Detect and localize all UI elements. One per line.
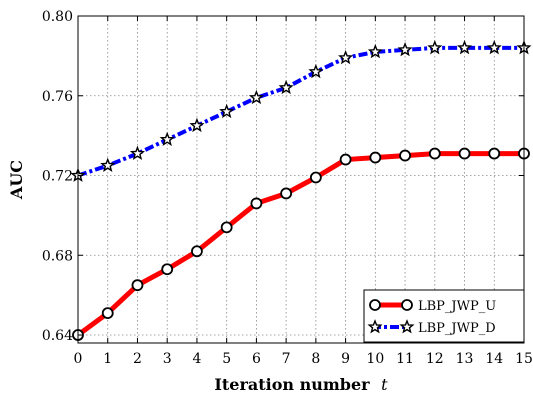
y-tick-label: 0.68 <box>42 248 73 264</box>
y-tick-label: 0.64 <box>42 328 73 344</box>
legend-box <box>363 289 525 343</box>
x-tick-label: 7 <box>282 351 291 367</box>
circle-marker <box>161 263 174 276</box>
star-marker <box>486 39 502 55</box>
legend: LBP_JWP_U LBP_JWP_D <box>363 289 525 343</box>
star-marker <box>338 49 354 65</box>
y-tick-label: 0.76 <box>42 89 73 105</box>
circle-marker <box>369 151 382 164</box>
x-tick-label: 13 <box>456 351 474 367</box>
circle-marker <box>488 147 501 160</box>
x-tick-label: 14 <box>485 351 503 367</box>
x-tick-label: 4 <box>192 351 201 367</box>
circle-marker <box>428 147 441 160</box>
legend-entry: LBP_JWP_U <box>369 299 496 314</box>
x-tick-label: 11 <box>396 351 414 367</box>
series-lbp-jwp-d <box>70 39 532 182</box>
star-marker <box>159 131 175 147</box>
x-tick-label: 9 <box>341 351 350 367</box>
star-marker <box>278 79 294 95</box>
star-marker <box>189 117 205 133</box>
star-marker <box>427 39 443 55</box>
y-tick-label: 0.72 <box>42 169 73 185</box>
x-tick-label: 5 <box>222 351 231 367</box>
star-marker <box>367 319 383 334</box>
tick-layer: 0 1 2 3 4 5 6 7 8 9 10 11 12 13 14 150.640.680.720.760.… <box>42 9 533 367</box>
x-tick-label: 2 <box>133 351 142 367</box>
circle-marker <box>191 245 203 258</box>
circle-marker <box>339 153 352 166</box>
x-axis-label: Iteration number t <box>214 375 388 394</box>
star-marker <box>308 63 324 79</box>
x-tick-label: 12 <box>426 351 444 367</box>
legend-entry: LBP_JWP_D <box>367 319 496 336</box>
circle-marker <box>399 149 411 162</box>
x-axis-label-text: Iteration number <box>214 375 370 394</box>
x-tick-label: 6 <box>252 351 261 367</box>
circle-marker <box>280 187 293 200</box>
legend-label: LBP_JWP_U <box>418 299 496 314</box>
star-marker <box>399 319 415 334</box>
star-marker <box>457 39 473 55</box>
star-marker <box>129 145 145 160</box>
circle-marker <box>401 299 413 311</box>
circle-marker <box>220 221 233 234</box>
x-tick-label: 10 <box>366 351 384 367</box>
circle-marker <box>369 299 381 311</box>
circle-marker <box>131 279 144 292</box>
series-layer <box>70 39 532 341</box>
star-marker <box>397 41 413 57</box>
star-marker <box>248 89 264 105</box>
x-tick-label: 0 <box>74 351 83 367</box>
y-tick-label: 0.80 <box>42 9 73 25</box>
circle-marker <box>309 171 322 184</box>
star-marker <box>367 43 383 59</box>
circle-marker <box>458 147 471 160</box>
star-marker <box>219 103 235 119</box>
x-tick-label: 1 <box>103 351 112 367</box>
legend-entries: LBP_JWP_U LBP_JWP_D <box>367 299 496 336</box>
series-lbp-jwp-u <box>72 147 530 341</box>
series-line <box>76 151 524 338</box>
y-axis-label: AUC <box>7 160 26 200</box>
circle-marker <box>101 307 114 319</box>
circle-marker <box>250 197 263 210</box>
plot-frame <box>77 15 525 344</box>
x-tick-label: 15 <box>515 351 533 367</box>
x-axis-label-variable: t <box>381 375 388 394</box>
star-marker <box>100 157 116 172</box>
legend-label: LBP_JWP_D <box>418 321 496 336</box>
series-line <box>77 45 524 178</box>
x-tick-label: 8 <box>311 351 320 367</box>
x-tick-label: 3 <box>163 351 172 367</box>
